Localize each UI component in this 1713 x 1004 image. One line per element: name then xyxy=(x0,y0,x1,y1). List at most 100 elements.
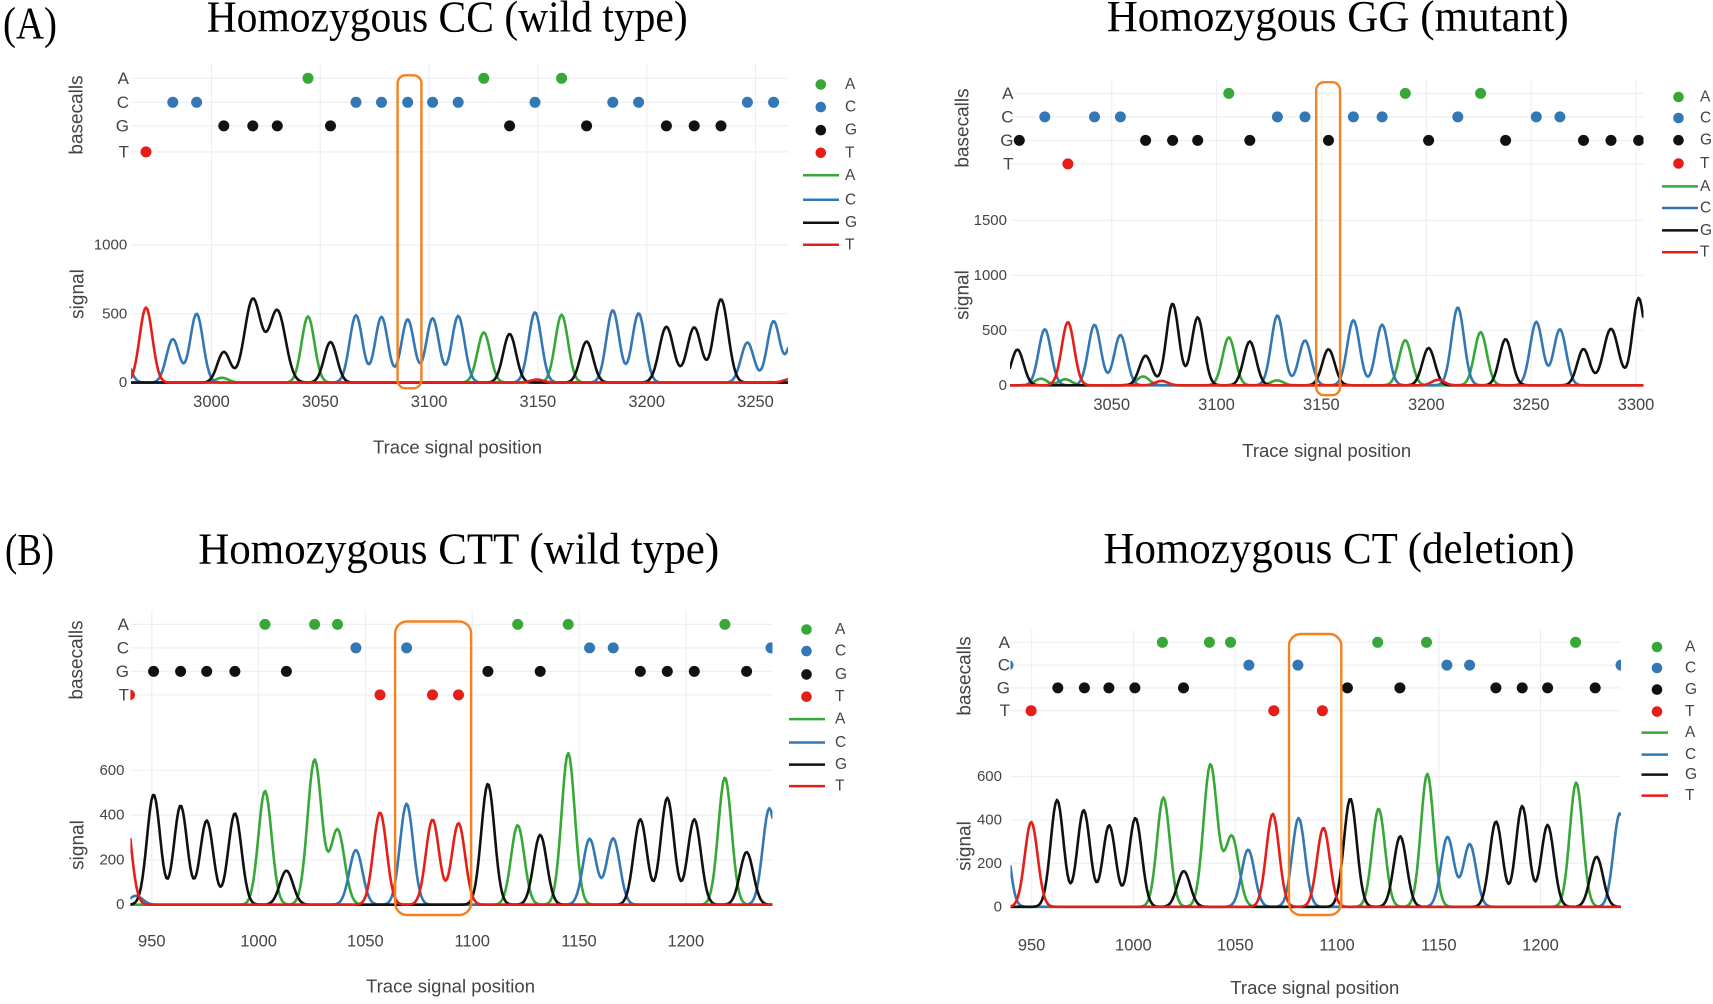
svg-text:0: 0 xyxy=(116,896,124,913)
svg-text:A: A xyxy=(835,621,846,638)
svg-text:Trace signal position: Trace signal position xyxy=(373,437,542,458)
svg-text:C: C xyxy=(1685,660,1696,677)
svg-text:0: 0 xyxy=(994,898,1002,915)
svg-text:A: A xyxy=(1700,178,1711,195)
svg-text:400: 400 xyxy=(99,807,124,824)
svg-text:C: C xyxy=(117,93,129,112)
svg-text:basecalls: basecalls xyxy=(953,88,974,167)
svg-text:G: G xyxy=(1000,131,1013,150)
svg-text:1500: 1500 xyxy=(974,212,1007,229)
svg-text:0: 0 xyxy=(119,374,127,391)
svg-text:C: C xyxy=(835,734,846,751)
svg-text:400: 400 xyxy=(977,811,1002,828)
svg-text:1100: 1100 xyxy=(1319,936,1354,954)
svg-text:G: G xyxy=(116,662,129,681)
svg-text:A: A xyxy=(1700,89,1711,106)
svg-text:G: G xyxy=(1685,766,1697,783)
svg-text:A: A xyxy=(845,167,856,184)
svg-text:1000: 1000 xyxy=(1115,936,1152,954)
svg-text:950: 950 xyxy=(1018,936,1046,954)
svg-text:Homozygous GG (mutant): Homozygous GG (mutant) xyxy=(1107,0,1569,41)
svg-text:3050: 3050 xyxy=(302,393,339,411)
svg-text:signal: signal xyxy=(953,270,974,320)
svg-text:T: T xyxy=(1685,787,1695,804)
svg-text:500: 500 xyxy=(982,322,1007,339)
svg-text:G: G xyxy=(1700,132,1712,149)
svg-text:C: C xyxy=(1001,107,1013,126)
svg-text:G: G xyxy=(1685,681,1697,698)
svg-text:1050: 1050 xyxy=(1217,936,1254,954)
svg-text:(B): (B) xyxy=(5,525,54,575)
svg-text:T: T xyxy=(1700,244,1710,261)
svg-text:T: T xyxy=(1003,154,1013,173)
svg-text:950: 950 xyxy=(138,933,166,951)
svg-text:1000: 1000 xyxy=(974,267,1007,284)
svg-text:T: T xyxy=(835,688,845,705)
svg-text:3150: 3150 xyxy=(520,393,557,411)
svg-text:G: G xyxy=(1700,222,1712,239)
svg-text:C: C xyxy=(845,99,856,116)
svg-text:T: T xyxy=(119,142,129,161)
svg-text:1100: 1100 xyxy=(454,933,489,951)
svg-text:1150: 1150 xyxy=(561,933,596,951)
svg-text:3100: 3100 xyxy=(411,393,448,411)
svg-text:T: T xyxy=(1000,701,1010,720)
svg-text:600: 600 xyxy=(977,768,1002,785)
svg-text:A: A xyxy=(118,69,130,88)
svg-text:G: G xyxy=(116,116,129,135)
svg-text:A: A xyxy=(1002,84,1014,103)
svg-text:C: C xyxy=(1700,200,1711,217)
svg-text:1050: 1050 xyxy=(347,933,384,951)
svg-text:signal: signal xyxy=(68,820,89,870)
svg-text:Trace signal position: Trace signal position xyxy=(1230,977,1399,998)
svg-text:T: T xyxy=(845,236,855,253)
svg-text:3200: 3200 xyxy=(628,393,665,411)
svg-text:A: A xyxy=(845,76,856,93)
svg-text:3100: 3100 xyxy=(1198,396,1235,414)
svg-text:G: G xyxy=(997,678,1010,697)
svg-text:1200: 1200 xyxy=(1522,936,1559,954)
svg-text:3000: 3000 xyxy=(193,393,230,411)
svg-text:3050: 3050 xyxy=(1093,396,1130,414)
svg-text:3200: 3200 xyxy=(1408,396,1445,414)
svg-text:A: A xyxy=(835,711,846,728)
svg-text:C: C xyxy=(117,638,129,657)
svg-text:T: T xyxy=(845,144,855,161)
svg-text:3250: 3250 xyxy=(737,393,774,411)
svg-text:C: C xyxy=(998,656,1010,675)
svg-text:Homozygous CTT (wild type): Homozygous CTT (wild type) xyxy=(198,525,719,574)
svg-text:C: C xyxy=(835,643,846,660)
svg-text:C: C xyxy=(1685,746,1696,763)
svg-text:(A): (A) xyxy=(3,0,57,49)
svg-text:500: 500 xyxy=(102,305,127,322)
svg-text:200: 200 xyxy=(977,855,1002,872)
svg-text:3250: 3250 xyxy=(1513,396,1550,414)
svg-text:1150: 1150 xyxy=(1421,936,1456,954)
svg-text:1000: 1000 xyxy=(94,237,127,254)
svg-text:1000: 1000 xyxy=(240,933,277,951)
svg-text:G: G xyxy=(845,122,857,139)
svg-text:basecalls: basecalls xyxy=(955,636,976,715)
svg-text:Homozygous CT (deletion): Homozygous CT (deletion) xyxy=(1104,524,1575,573)
svg-text:C: C xyxy=(845,191,856,208)
svg-text:3300: 3300 xyxy=(1618,396,1655,414)
svg-text:G: G xyxy=(845,214,857,231)
svg-text:0: 0 xyxy=(999,377,1007,394)
svg-text:3150: 3150 xyxy=(1303,396,1340,414)
svg-text:signal: signal xyxy=(68,269,89,319)
svg-text:Trace signal position: Trace signal position xyxy=(366,976,535,997)
svg-text:G: G xyxy=(835,756,847,773)
svg-text:signal: signal xyxy=(955,821,976,871)
svg-text:T: T xyxy=(1700,155,1710,172)
svg-text:T: T xyxy=(835,778,845,795)
svg-text:A: A xyxy=(1685,639,1696,656)
svg-text:T: T xyxy=(1685,703,1695,720)
svg-text:basecalls: basecalls xyxy=(67,620,88,699)
svg-text:T: T xyxy=(119,685,129,704)
svg-text:Trace signal position: Trace signal position xyxy=(1242,440,1411,461)
svg-text:600: 600 xyxy=(99,762,124,779)
svg-text:A: A xyxy=(118,615,130,634)
svg-text:A: A xyxy=(1685,724,1696,741)
svg-text:Homozygous CC (wild type): Homozygous CC (wild type) xyxy=(207,0,688,42)
svg-text:200: 200 xyxy=(99,851,124,868)
